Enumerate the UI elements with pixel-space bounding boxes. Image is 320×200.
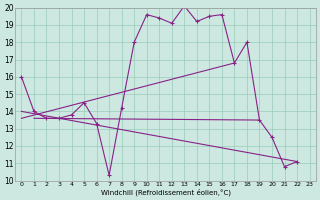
X-axis label: Windchill (Refroidissement éolien,°C): Windchill (Refroidissement éolien,°C) [100, 188, 230, 196]
